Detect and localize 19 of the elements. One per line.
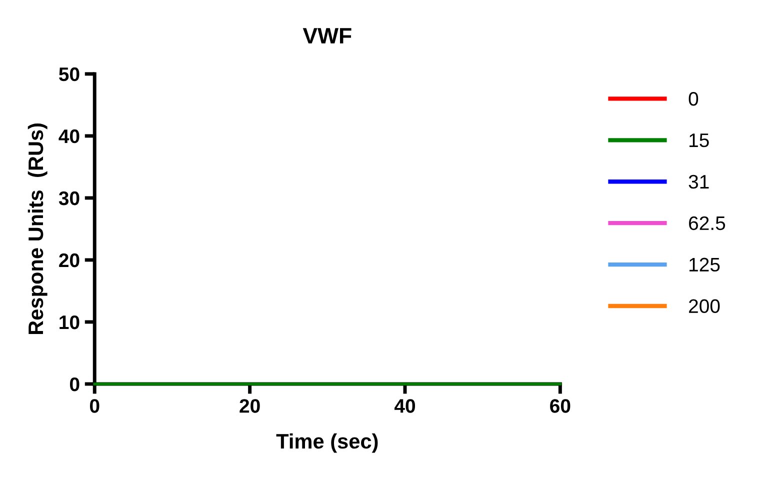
y-tick-label: 20 [59, 253, 80, 268]
x-tick-label: 0 [90, 399, 100, 413]
x-axis-title: Time (sec) [276, 433, 378, 453]
legend-label: 200 [689, 299, 720, 314]
x-tick-label: 60 [550, 399, 570, 413]
x-tick-label: 20 [240, 399, 260, 413]
y-tick-label: 50 [59, 67, 80, 82]
legend-label: 62.5 [689, 216, 726, 230]
legend-label: 125 [690, 258, 720, 272]
y-axis-title: Respone Units (RUs) [28, 124, 48, 334]
y-tick-label: 30 [58, 191, 80, 206]
legend-label: 0 [688, 92, 698, 106]
legend-label: 31 [688, 174, 709, 189]
legend-label: 15 [690, 134, 709, 148]
y-tick-label: 10 [60, 315, 80, 330]
x-tick-label: 40 [394, 399, 416, 413]
y-tick-label: 40 [58, 129, 80, 144]
y-tick-label: 0 [70, 377, 80, 392]
chart-title: VWF [302, 28, 352, 44]
